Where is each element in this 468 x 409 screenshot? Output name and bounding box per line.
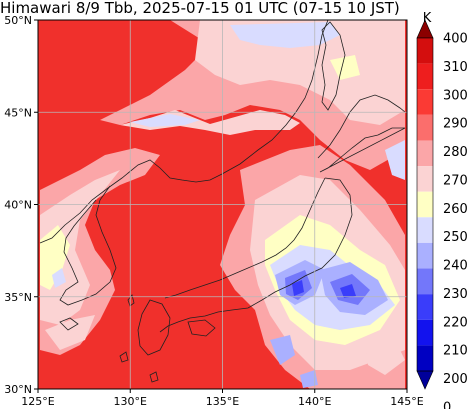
colorbar-level-label: 260 <box>443 202 468 217</box>
colorbar-level-label: 280 <box>443 145 468 160</box>
gridlines <box>38 20 407 389</box>
colorbar-bin <box>417 114 433 141</box>
colorbar-level-label: 0 <box>443 401 451 409</box>
colorbar-level-label: 210 <box>443 344 468 359</box>
colorbar-bin <box>417 217 433 243</box>
colorbar-level-label: 250 <box>443 230 468 245</box>
coastlines <box>39 19 406 383</box>
colorbar-bin <box>417 191 433 218</box>
lon-tick-label: 140°E <box>298 395 331 408</box>
lat-tick-label: 35°N <box>4 291 32 304</box>
colorbar-level-label: 240 <box>443 259 468 274</box>
colorbar-bin <box>417 294 433 320</box>
colorbar-frame <box>416 37 434 372</box>
longitude-axis: 125°E 130°E 135°E 140°E 145°E <box>21 389 424 408</box>
colorbar-level-label: 300 <box>443 88 468 103</box>
colorbar-bin <box>417 38 433 64</box>
colorbar: 400 310 300 290 280 270 260 250 240 230 220 210 200 0 <box>416 19 468 409</box>
colorbar-level-label: 220 <box>443 315 468 330</box>
colorbar-bin <box>417 268 433 295</box>
colorbar-level-label: 400 <box>443 32 468 47</box>
lat-tick-label: 50°N <box>4 14 32 27</box>
colorbar-level-label: 200 <box>443 372 468 387</box>
colorbar-bin <box>417 140 433 167</box>
lon-tick-label: 130°E <box>114 395 147 408</box>
colorbar-level-label: 290 <box>443 117 468 132</box>
colorbar-level-label: 270 <box>443 173 468 188</box>
colorbar-bin <box>417 345 433 371</box>
colorbar-unit-label: K <box>423 11 432 26</box>
latitude-axis: 50°N 45°N 40°N 35°N 30°N <box>4 14 38 396</box>
lat-tick-label: 30°N <box>4 383 32 396</box>
colorbar-bin <box>417 319 433 346</box>
colorbar-level-label: 230 <box>443 287 468 302</box>
lon-tick-label: 145°E <box>390 395 423 408</box>
colorbar-bin <box>417 89 433 115</box>
lat-tick-label: 40°N <box>4 199 32 212</box>
lon-tick-label: 125°E <box>21 395 54 408</box>
colorbar-bin <box>417 166 433 192</box>
colorbar-bin <box>417 63 433 90</box>
lon-tick-label: 135°E <box>206 395 239 408</box>
lat-tick-label: 45°N <box>4 106 32 119</box>
colorbar-level-label: 310 <box>443 60 468 75</box>
colorbar-extend-bottom <box>416 370 434 390</box>
map-title: Himawari 8/9 Tbb, 2025-07-15 01 UTC (07-… <box>0 0 400 17</box>
colorbar-bin <box>417 242 433 269</box>
cloud-field <box>40 20 405 389</box>
